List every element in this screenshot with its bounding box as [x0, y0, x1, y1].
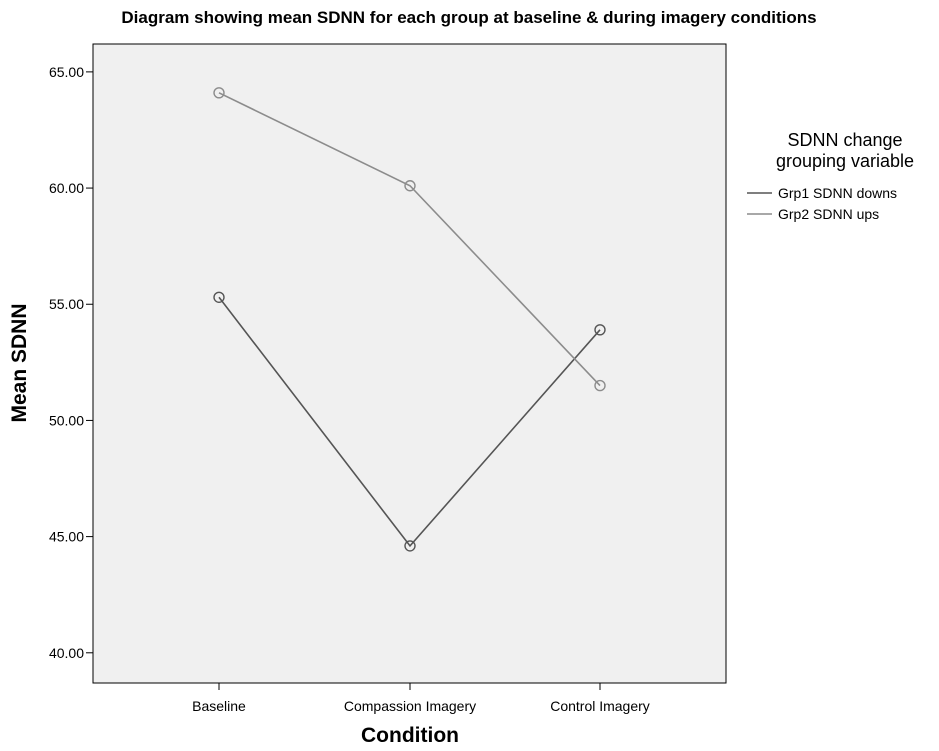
legend-label: Grp1 SDNN downs	[778, 185, 897, 201]
data-point	[594, 379, 606, 392]
y-axis-title: Mean SDNN	[8, 303, 31, 422]
series-line-2	[218, 92, 601, 387]
x-tick-label: Compassion Imagery	[344, 698, 476, 714]
legend-label: Grp2 SDNN ups	[778, 206, 879, 222]
data-point	[213, 87, 225, 99]
y-tick-label: 65.00	[49, 64, 84, 80]
legend-title-line-2: grouping variable	[776, 151, 914, 171]
series-layer	[213, 87, 606, 552]
y-tick-label: 55.00	[49, 296, 84, 312]
y-tick-label: 45.00	[49, 529, 84, 545]
y-axis: 40.00 45.00 50.00 55.00 60.00 65.00	[49, 64, 93, 661]
data-point	[404, 540, 416, 552]
y-tick-label: 60.00	[49, 180, 84, 196]
data-point	[594, 324, 606, 336]
legend-title-line-1: SDNN change	[787, 130, 902, 150]
x-tick-label: Control Imagery	[550, 698, 650, 714]
y-tick-label: 40.00	[49, 645, 84, 661]
series-line-1	[218, 296, 601, 548]
chart-title: Diagram showing mean SDNN for each group…	[121, 8, 816, 27]
x-tick-label: Baseline	[192, 698, 246, 714]
data-point	[404, 180, 416, 192]
x-axis: Baseline Compassion Imagery Control Imager…	[192, 683, 650, 714]
legend: SDNN change grouping variable Grp1 SDNN …	[747, 130, 914, 222]
data-point	[213, 291, 225, 303]
plot-area	[92, 43, 727, 684]
y-tick-label: 50.00	[49, 412, 84, 428]
x-axis-title: Condition	[361, 724, 459, 747]
